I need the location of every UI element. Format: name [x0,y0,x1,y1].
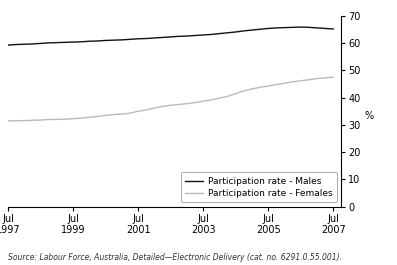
Participation rate - Males [54,41,59,44]
Participation rate - Females [258,86,262,89]
Participation rate - Males [152,36,157,39]
Participation rate - Males [250,28,254,32]
Participation rate - Males [315,26,320,29]
Participation rate - Females [136,110,141,113]
Line: Participation rate - Males: Participation rate - Males [8,27,333,45]
Participation rate - Females [323,76,328,79]
Participation rate - Females [22,119,27,122]
Participation rate - Females [306,78,311,81]
Participation rate - Females [290,80,295,83]
Participation rate - Males [87,40,92,43]
Participation rate - Females [95,115,100,118]
Y-axis label: %: % [364,111,374,121]
Participation rate - Males [136,37,141,40]
Participation rate - Females [6,119,10,122]
Participation rate - Females [315,77,320,80]
Legend: Participation rate - Males, Participation rate - Females: Participation rate - Males, Participatio… [181,173,337,202]
Participation rate - Males [168,35,173,38]
Participation rate - Males [176,35,181,38]
Participation rate - Males [111,39,116,42]
Participation rate - Females [225,95,230,98]
Participation rate - Males [119,38,124,42]
Participation rate - Females [38,118,43,122]
Participation rate - Females [144,108,148,112]
Participation rate - Females [201,100,206,103]
Participation rate - Females [233,92,238,95]
Participation rate - Males [299,25,303,29]
Participation rate - Males [193,34,197,37]
Participation rate - Females [176,103,181,106]
Participation rate - Females [152,107,157,110]
Participation rate - Females [250,87,254,91]
Participation rate - Males [323,27,328,30]
Participation rate - Males [46,41,51,45]
Participation rate - Males [38,42,43,45]
Participation rate - Females [103,114,108,117]
Participation rate - Females [119,112,124,116]
Participation rate - Males [290,26,295,29]
Participation rate - Males [274,26,279,29]
Text: Source: Labour Force, Australia, Detailed—Electronic Delivery (cat. no. 6291.0.5: Source: Labour Force, Australia, Detaile… [8,253,342,262]
Participation rate - Males [306,26,311,29]
Participation rate - Males [282,26,287,29]
Participation rate - Males [217,32,222,35]
Participation rate - Males [30,42,35,46]
Participation rate - Males [258,28,262,31]
Participation rate - Females [87,116,92,119]
Participation rate - Females [160,105,165,108]
Participation rate - Males [71,41,75,44]
Participation rate - Females [241,89,246,92]
Participation rate - Females [79,117,83,120]
Participation rate - Males [13,43,18,46]
Participation rate - Females [282,82,287,85]
Participation rate - Males [22,43,27,46]
Participation rate - Males [209,33,214,36]
Participation rate - Females [62,118,67,121]
Participation rate - Females [46,118,51,121]
Participation rate - Males [241,29,246,33]
Participation rate - Males [95,39,100,43]
Participation rate - Males [233,30,238,34]
Participation rate - Males [201,33,206,37]
Participation rate - Males [6,43,10,47]
Participation rate - Males [160,36,165,39]
Participation rate - Males [62,41,67,44]
Participation rate - Females [185,102,189,105]
Participation rate - Females [111,113,116,116]
Participation rate - Females [299,79,303,82]
Participation rate - Males [331,27,336,30]
Participation rate - Males [103,39,108,42]
Participation rate - Females [54,118,59,121]
Participation rate - Males [144,37,148,40]
Participation rate - Males [266,27,271,30]
Participation rate - Females [13,119,18,122]
Participation rate - Females [266,84,271,87]
Participation rate - Females [331,76,336,79]
Participation rate - Females [274,83,279,86]
Participation rate - Males [225,31,230,34]
Participation rate - Females [30,119,35,122]
Participation rate - Females [127,112,132,115]
Participation rate - Females [168,104,173,107]
Participation rate - Females [193,101,197,104]
Participation rate - Females [71,117,75,120]
Participation rate - Males [79,40,83,43]
Participation rate - Males [185,34,189,38]
Participation rate - Females [217,97,222,100]
Participation rate - Females [209,98,214,101]
Participation rate - Males [127,38,132,41]
Line: Participation rate - Females: Participation rate - Females [8,77,333,121]
